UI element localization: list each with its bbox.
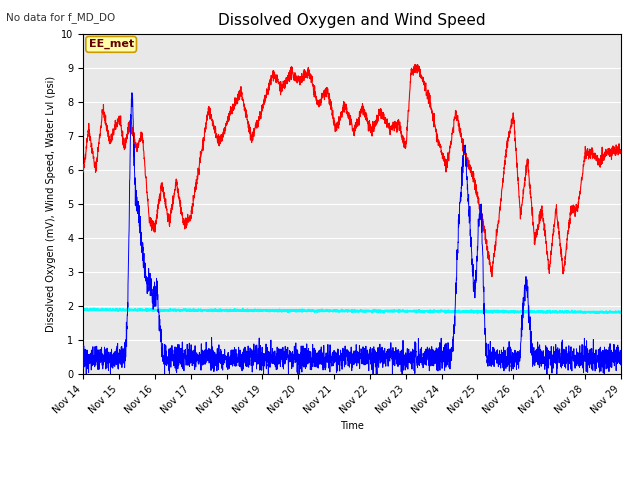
Line: DisOxy: DisOxy: [83, 64, 621, 276]
X-axis label: Time: Time: [340, 421, 364, 431]
ws: [79, 366, 87, 372]
Title: Dissolved Oxygen and Wind Speed: Dissolved Oxygen and Wind Speed: [218, 13, 486, 28]
ws: [607, 354, 614, 360]
ws: [173, 360, 180, 366]
WaterLevel: [549, 308, 557, 314]
DisOxy: [411, 61, 419, 67]
DisOxy: [141, 157, 148, 163]
Line: WaterLevel: WaterLevel: [83, 308, 621, 313]
ws: [128, 90, 136, 96]
ws: [83, 372, 90, 377]
WaterLevel: [90, 305, 97, 311]
ws: [617, 361, 625, 367]
WaterLevel: [173, 307, 180, 313]
DisOxy: [488, 274, 496, 279]
Text: No data for f_MD_DO: No data for f_MD_DO: [6, 12, 116, 23]
DisOxy: [309, 82, 317, 87]
ws: [549, 355, 557, 361]
DisOxy: [549, 232, 557, 238]
WaterLevel: [617, 309, 625, 315]
Text: EE_met: EE_met: [88, 39, 134, 49]
WaterLevel: [79, 307, 87, 313]
DisOxy: [173, 182, 180, 188]
WaterLevel: [474, 311, 481, 316]
WaterLevel: [309, 307, 317, 313]
WaterLevel: [285, 307, 293, 313]
Y-axis label: Dissolved Oxygen (mV), Wind Speed, Water Lvl (psi): Dissolved Oxygen (mV), Wind Speed, Water…: [45, 76, 56, 332]
DisOxy: [607, 147, 614, 153]
DisOxy: [285, 76, 293, 82]
ws: [309, 348, 317, 353]
WaterLevel: [141, 307, 148, 313]
WaterLevel: [607, 309, 614, 315]
DisOxy: [617, 148, 625, 154]
ws: [286, 354, 294, 360]
Line: ws: ws: [83, 93, 621, 374]
DisOxy: [79, 169, 87, 175]
ws: [141, 275, 148, 281]
